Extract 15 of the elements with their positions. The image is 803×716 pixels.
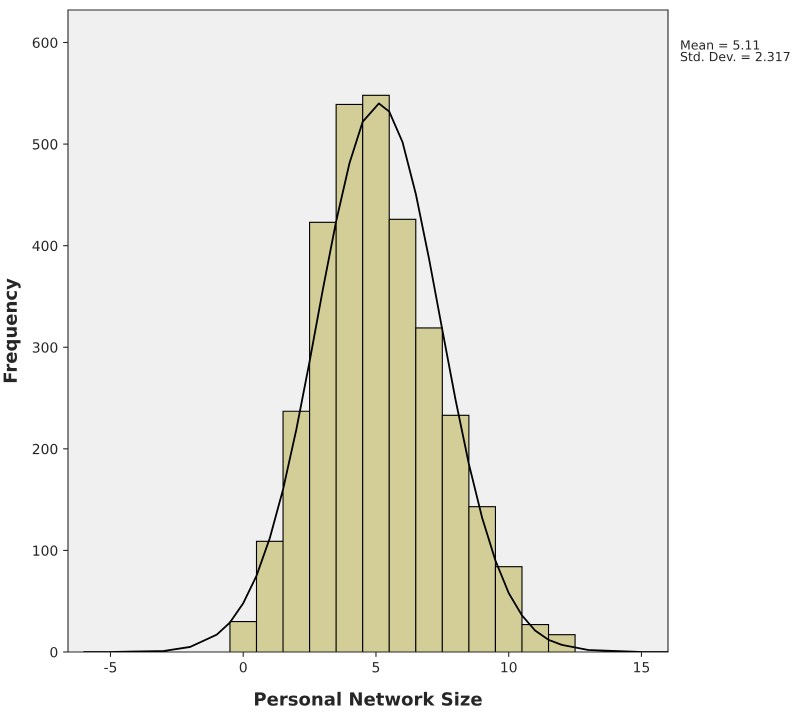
y-tick-label: 0 xyxy=(50,646,58,658)
x-axis-title: Personal Network Size xyxy=(255,692,482,706)
y-tick-label: 300 xyxy=(32,342,58,353)
x-tick-label: 0 xyxy=(240,662,247,672)
x-tick-label: 15 xyxy=(634,662,650,672)
y-tick-label: 400 xyxy=(32,240,58,252)
x-tick-label: 5 xyxy=(372,662,380,672)
y-tick-label: 600 xyxy=(32,37,58,48)
y-tick-label: 500 xyxy=(32,139,58,150)
x-tick-label: -5 xyxy=(104,662,116,672)
y-tick-label: 100 xyxy=(33,545,58,556)
x-tick-label: 10 xyxy=(501,662,517,672)
y-axis-title: Frequency xyxy=(4,278,21,382)
y-tick-label: 200 xyxy=(32,444,58,454)
text: Mean = 5.11 Std. Dev. = 2.317 xyxy=(680,40,790,62)
